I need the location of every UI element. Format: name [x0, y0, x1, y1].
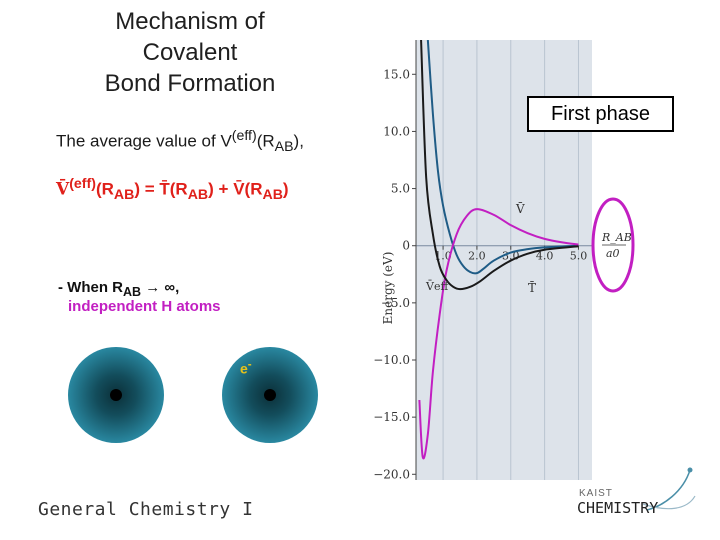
- y-tick-label: −10.0: [373, 353, 410, 367]
- y-tick-label: 15.0: [383, 67, 410, 81]
- eq-lhs-sup: (eff): [69, 176, 96, 192]
- eq-end: ): [282, 179, 289, 199]
- kaist-chemistry-logo: KAIST CHEMISTRY: [577, 467, 696, 517]
- rab-label: R_AB a0: [601, 231, 632, 260]
- electron-sup: -: [247, 358, 252, 371]
- first-phase-box: First phase: [527, 96, 674, 132]
- rab-numerator: R_AB: [601, 231, 632, 244]
- slide-title: Mechanism of Covalent Bond Formation: [60, 6, 320, 99]
- avg-text: The average value of V: [56, 131, 232, 151]
- when-line: - When RAB → ∞,: [58, 279, 179, 299]
- course-footer: General Chemistry I: [38, 499, 254, 520]
- label-v: V̄: [515, 201, 525, 216]
- hydrogen-atom-a: [68, 347, 164, 443]
- highlight-circle: [591, 197, 635, 293]
- y-tick-label: −5.0: [381, 296, 410, 310]
- series-line-2: [420, 40, 579, 291]
- y-tick-label: −15.0: [373, 410, 410, 424]
- when-text: - When R: [58, 279, 123, 296]
- x-tick-label: 5.0: [570, 250, 588, 263]
- nucleus-a: [110, 389, 122, 401]
- electron-label: e-: [240, 358, 252, 377]
- x-tick-label: 2.0: [468, 250, 486, 263]
- logo-swoosh-1: [646, 469, 691, 511]
- when-sub: AB: [123, 285, 142, 299]
- avg-end: ),: [293, 131, 304, 151]
- y-axis-label: Energy (eV): [381, 252, 395, 325]
- logo-dot: [687, 467, 693, 473]
- eq-mid1: (R: [95, 179, 114, 199]
- logo-kaist: KAIST: [579, 488, 613, 499]
- y-tick-label: 5.0: [391, 182, 410, 196]
- electron-e: e: [240, 360, 248, 377]
- label-veff: V̄eff: [425, 280, 449, 293]
- title-line-3: Bond Formation: [104, 70, 276, 97]
- nucleus-b: [264, 389, 276, 401]
- energy-equation: V̄(eff)(RAB) = T̄(RAB) + V̄(RAB): [56, 176, 289, 203]
- series-line-0: [426, 40, 579, 275]
- eq-mid3: ) + V̄(R: [208, 179, 263, 199]
- series-line-1: [418, 208, 579, 460]
- y-tick-label: 10.0: [383, 124, 410, 138]
- independent-atoms-label: independent H atoms: [68, 298, 221, 315]
- when-tail: → ∞,: [141, 279, 180, 296]
- label-t: T̄: [528, 280, 536, 295]
- y-tick-label: −20.0: [373, 467, 410, 481]
- eq-sub-3: AB: [262, 187, 283, 204]
- x-tick-label: 4.0: [536, 250, 554, 263]
- eq-lhs: V̄: [56, 179, 70, 200]
- y-tick-label: 0: [402, 239, 410, 253]
- eq-sub-2: AB: [187, 187, 209, 204]
- average-value-line: The average value of V(eff)(RAB),: [56, 128, 304, 155]
- eq-sub-1: AB: [113, 187, 135, 204]
- hydrogen-atom-b: [222, 347, 318, 443]
- curves: [418, 40, 579, 460]
- y-ticks: 15.0 10.0 5.0 0 −5.0 −10.0 −15.0 −20.0: [373, 67, 416, 481]
- rab-denominator: a0: [606, 247, 620, 260]
- title-line-2: Covalent: [142, 39, 238, 66]
- logo-chemistry: CHEMISTRY: [577, 499, 658, 517]
- title-line-1: Mechanism of: [115, 8, 265, 35]
- avg-sub: AB: [274, 139, 294, 156]
- avg-sup: (eff): [231, 128, 257, 144]
- avg-tail: (R: [256, 131, 275, 151]
- logo-swoosh-2: [642, 495, 696, 510]
- eq-mid2: ) = T̄(R: [134, 179, 188, 199]
